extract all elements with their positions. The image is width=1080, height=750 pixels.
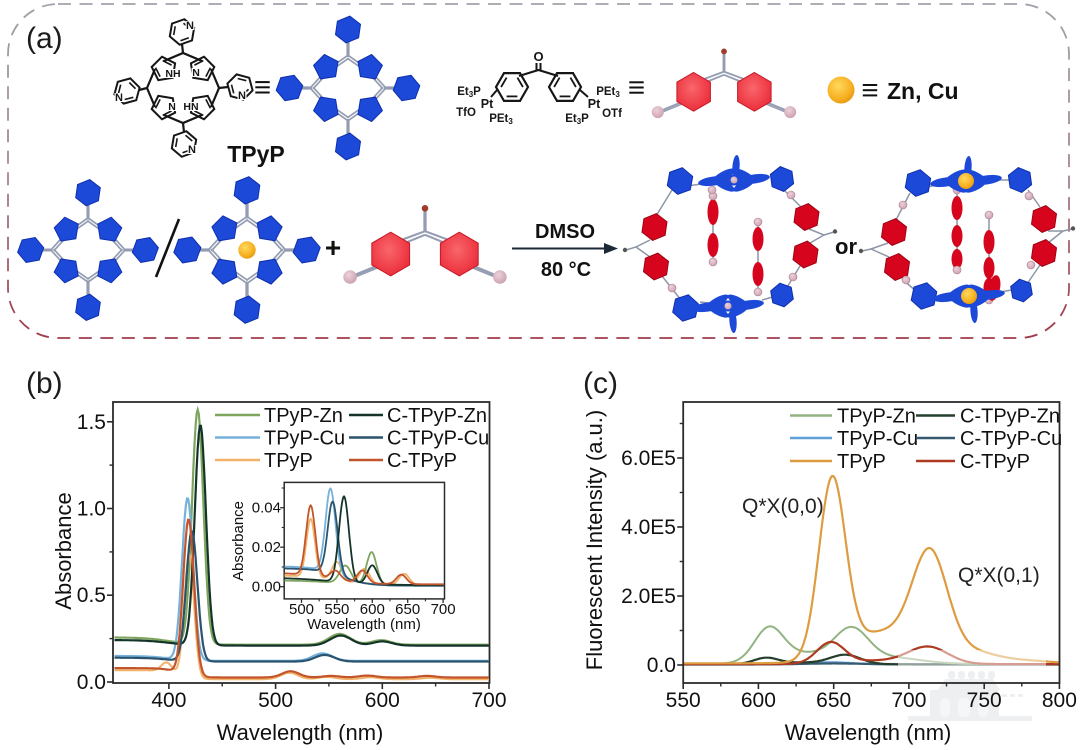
svg-text:750: 750 bbox=[967, 689, 1002, 712]
svg-text:O: O bbox=[533, 49, 543, 64]
svg-text:0.0: 0.0 bbox=[647, 654, 676, 677]
svg-text:600: 600 bbox=[360, 601, 385, 618]
svg-text:0.5: 0.5 bbox=[77, 584, 106, 607]
svg-text:N: N bbox=[186, 20, 194, 32]
svg-text:TPyP: TPyP bbox=[227, 141, 285, 167]
svg-text:Wavelength (nm): Wavelength (nm) bbox=[307, 616, 421, 633]
svg-text:500: 500 bbox=[289, 601, 314, 618]
svg-text:N: N bbox=[238, 90, 246, 102]
svg-text:Wavelength (nm): Wavelength (nm) bbox=[217, 720, 384, 745]
svg-text:N: N bbox=[188, 144, 196, 156]
svg-text:N: N bbox=[115, 92, 123, 104]
svg-text:1.0: 1.0 bbox=[77, 498, 106, 521]
svg-text:C-TPyP: C-TPyP bbox=[960, 451, 1030, 473]
svg-text:Fluorescent Intensity (a.u.): Fluorescent Intensity (a.u.) bbox=[582, 410, 607, 670]
svg-text:Absorbance: Absorbance bbox=[51, 492, 76, 609]
svg-text:0.00: 0.00 bbox=[252, 579, 281, 596]
svg-text:0.02: 0.02 bbox=[252, 539, 281, 556]
svg-text:Pt: Pt bbox=[588, 97, 601, 111]
svg-text:TPyP-Zn: TPyP-Zn bbox=[837, 406, 916, 428]
svg-text:OTf: OTf bbox=[602, 108, 622, 120]
svg-text:Et3P: Et3P bbox=[565, 113, 589, 126]
svg-text:650: 650 bbox=[395, 601, 420, 618]
svg-text:700: 700 bbox=[891, 689, 926, 712]
svg-text:4.0E5: 4.0E5 bbox=[621, 516, 676, 539]
svg-text:N: N bbox=[192, 67, 200, 79]
svg-text:PEt3: PEt3 bbox=[596, 86, 620, 99]
svg-text:0.04: 0.04 bbox=[252, 500, 281, 517]
svg-text:TPyP: TPyP bbox=[264, 450, 313, 472]
svg-text:500: 500 bbox=[258, 689, 293, 712]
svg-text:Pt: Pt bbox=[481, 97, 494, 111]
svg-text:TPyP-Cu: TPyP-Cu bbox=[837, 428, 918, 450]
svg-text:1.5: 1.5 bbox=[77, 411, 106, 434]
svg-text:550: 550 bbox=[666, 689, 701, 712]
svg-text:(a): (a) bbox=[26, 22, 63, 55]
svg-text:C-TPyP-Cu: C-TPyP-Cu bbox=[960, 428, 1062, 450]
svg-text:(b): (b) bbox=[26, 367, 63, 400]
svg-text:Q*X(0,1): Q*X(0,1) bbox=[958, 564, 1040, 587]
svg-text:PEt3: PEt3 bbox=[489, 113, 513, 126]
svg-text:700: 700 bbox=[431, 601, 456, 618]
svg-text:80 °C: 80 °C bbox=[541, 259, 591, 281]
svg-text:600: 600 bbox=[741, 689, 776, 712]
svg-text:N: N bbox=[168, 101, 176, 113]
svg-text:550: 550 bbox=[324, 601, 349, 618]
svg-text:TPyP: TPyP bbox=[837, 451, 886, 473]
svg-text:NH: NH bbox=[165, 68, 180, 80]
svg-text:or: or bbox=[835, 234, 857, 259]
svg-text:400: 400 bbox=[151, 689, 186, 712]
svg-text:C-TPyP: C-TPyP bbox=[387, 450, 457, 472]
svg-text:Wavelength (nm): Wavelength (nm) bbox=[785, 720, 952, 745]
svg-text:Et3P: Et3P bbox=[457, 86, 481, 99]
svg-text:C-TPyP-Zn: C-TPyP-Zn bbox=[387, 405, 487, 427]
svg-text:Zn, Cu: Zn, Cu bbox=[887, 78, 959, 104]
svg-text:TPyP-Cu: TPyP-Cu bbox=[264, 428, 345, 450]
svg-text:C-TPyP-Cu: C-TPyP-Cu bbox=[387, 428, 489, 450]
svg-text:800: 800 bbox=[1042, 689, 1077, 712]
svg-text:2.0E5: 2.0E5 bbox=[621, 585, 676, 608]
svg-text:600: 600 bbox=[365, 689, 400, 712]
svg-text:(c): (c) bbox=[583, 367, 618, 400]
svg-text:6.0E5: 6.0E5 bbox=[621, 447, 676, 470]
svg-text:C-TPyP-Zn: C-TPyP-Zn bbox=[960, 406, 1060, 428]
svg-text:TPyP-Zn: TPyP-Zn bbox=[264, 405, 343, 427]
svg-text:0.0: 0.0 bbox=[77, 671, 106, 694]
svg-text:DMSO: DMSO bbox=[535, 221, 595, 243]
svg-text:+: + bbox=[325, 232, 341, 263]
svg-text:700: 700 bbox=[471, 689, 506, 712]
svg-text:TfO: TfO bbox=[456, 107, 476, 119]
svg-text:HN: HN bbox=[183, 101, 198, 113]
svg-text:Q*X(0,0): Q*X(0,0) bbox=[742, 495, 824, 518]
svg-text:Absorbance: Absorbance bbox=[230, 501, 247, 581]
svg-text:650: 650 bbox=[816, 689, 851, 712]
